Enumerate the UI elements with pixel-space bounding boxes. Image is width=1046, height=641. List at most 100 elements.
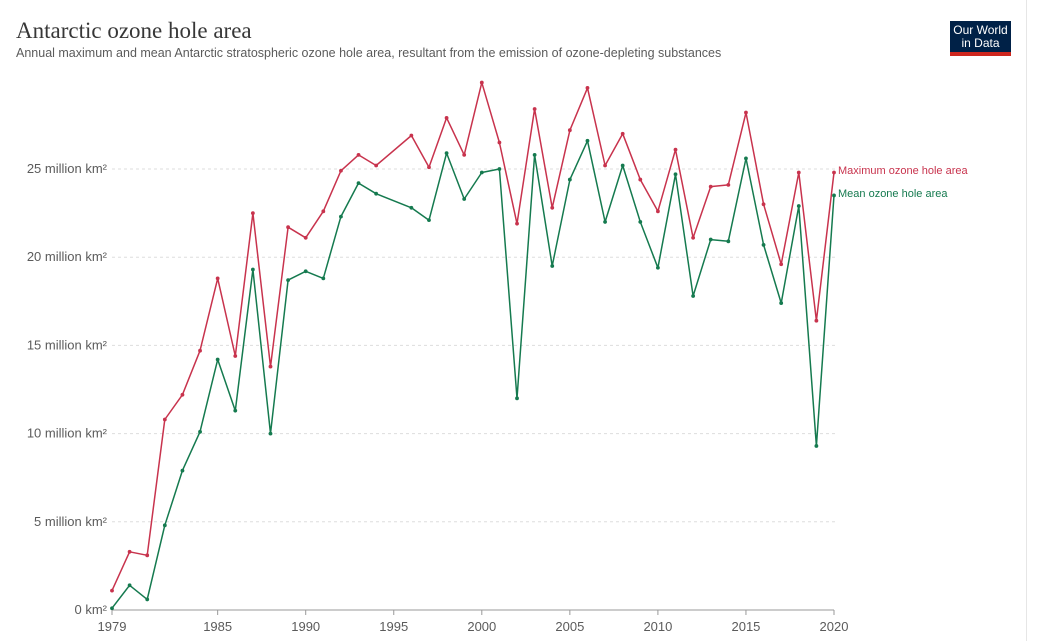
data-point-mean [814,444,819,448]
data-point-mean [268,431,273,436]
data-point-max [567,128,572,133]
data-point-max [744,110,748,115]
data-point-mean [321,276,326,281]
data-point-mean [620,163,625,168]
data-point-mean [250,267,255,272]
series-line-max [111,81,835,591]
chart-title: Antarctic ozone hole area [16,18,252,43]
gridlines [112,168,836,523]
data-point-max [515,221,519,226]
data-point-max [638,177,643,182]
y-tick-label: 25 million km² [27,161,108,176]
data-point-mean [462,197,467,201]
data-point-max [110,588,114,593]
data-point-max [479,80,484,85]
chart-subtitle: Annual maximum and mean Antarctic strato… [16,46,722,60]
data-point-mean [127,583,132,588]
data-point-mean [656,265,660,270]
data-point-max [374,163,379,168]
data-point-mean [585,138,590,143]
data-point-max [127,549,132,554]
data-point-max [761,202,766,207]
data-point-max [145,553,150,558]
data-point-mean [479,170,484,175]
y-tick-label: 20 million km² [27,249,108,264]
data-point-max [691,235,696,240]
data-point-max [409,133,414,138]
data-point-max [656,209,660,214]
data-point-mean [286,278,290,283]
data-point-max [462,152,467,157]
data-point-max [180,392,185,397]
x-axis: 1979 1985 1990 1995 2000 2005 2010 2015 2020 [98,609,849,634]
data-point-max [796,170,801,175]
data-point-max [356,152,361,157]
logo-line-2: in Data [961,36,1000,50]
owid-logo[interactable]: Our World in Data [950,21,1011,56]
data-point-mean [515,396,519,401]
data-point-max [603,163,607,168]
data-point-max [814,318,819,323]
data-point-mean [215,357,220,362]
series-line-mean [111,140,835,609]
data-point-mean [233,408,238,413]
data-point-max [779,262,784,267]
y-axis-ticks: 0 km² 5 million km² 10 million km² 15 milli… [27,161,108,617]
data-point-max [162,417,167,422]
data-point-mean [638,220,643,224]
series-labels: Maximum ozone hole area Mean ozone hole a… [838,165,969,200]
data-point-max [339,168,343,173]
y-tick-label: 5 million km² [34,514,108,529]
data-point-mean [708,237,713,242]
x-tick-label: 1990 [291,619,320,634]
data-point-mean [796,204,801,208]
data-point-max [497,140,502,145]
data-point-max [444,115,449,120]
x-tick-label: 2020 [820,619,849,634]
data-point-mean [761,242,766,247]
data-point-max [832,170,836,175]
data-point-max [620,131,625,136]
data-point-max [233,354,238,358]
data-point-mean [532,152,537,157]
data-point-mean [832,193,836,198]
data-point-mean [567,177,572,182]
x-tick-label: 2005 [555,619,584,634]
data-point-max [198,348,202,353]
data-point-mean [779,301,784,305]
data-point-max [532,107,537,111]
data-point-mean [145,597,150,602]
data-point-mean [198,429,202,434]
data-point-mean [744,156,748,161]
data-point-max [726,182,731,187]
x-tick-label: 1985 [203,619,232,634]
y-tick-label: 15 million km² [27,337,108,352]
data-point-mean [356,181,361,186]
series-label-mean: Mean ozone hole area [838,188,948,200]
x-tick-label: 2015 [731,619,760,634]
data-point-max [708,184,713,189]
data-point-mean [409,205,414,210]
x-tick-label: 1979 [98,619,127,634]
data-point-mean [444,151,449,156]
data-point-mean [673,172,678,177]
data-point-max [286,225,290,230]
data-point-max [673,147,678,152]
data-point-mean [339,214,343,219]
data-point-mean [603,220,607,224]
x-tick-label: 1995 [379,619,408,634]
y-tick-label: 10 million km² [27,426,108,441]
data-point-max [550,205,555,210]
y-tick-label: 0 km² [75,602,108,617]
data-point-mean [497,167,502,171]
data-point-max [250,211,255,216]
data-point-mean [374,191,379,196]
data-point-mean [162,523,167,528]
data-point-mean [726,239,731,244]
data-point-max [303,235,308,240]
data-point-mean [110,606,114,611]
data-point-max [427,165,431,170]
data-point-max [585,85,590,90]
